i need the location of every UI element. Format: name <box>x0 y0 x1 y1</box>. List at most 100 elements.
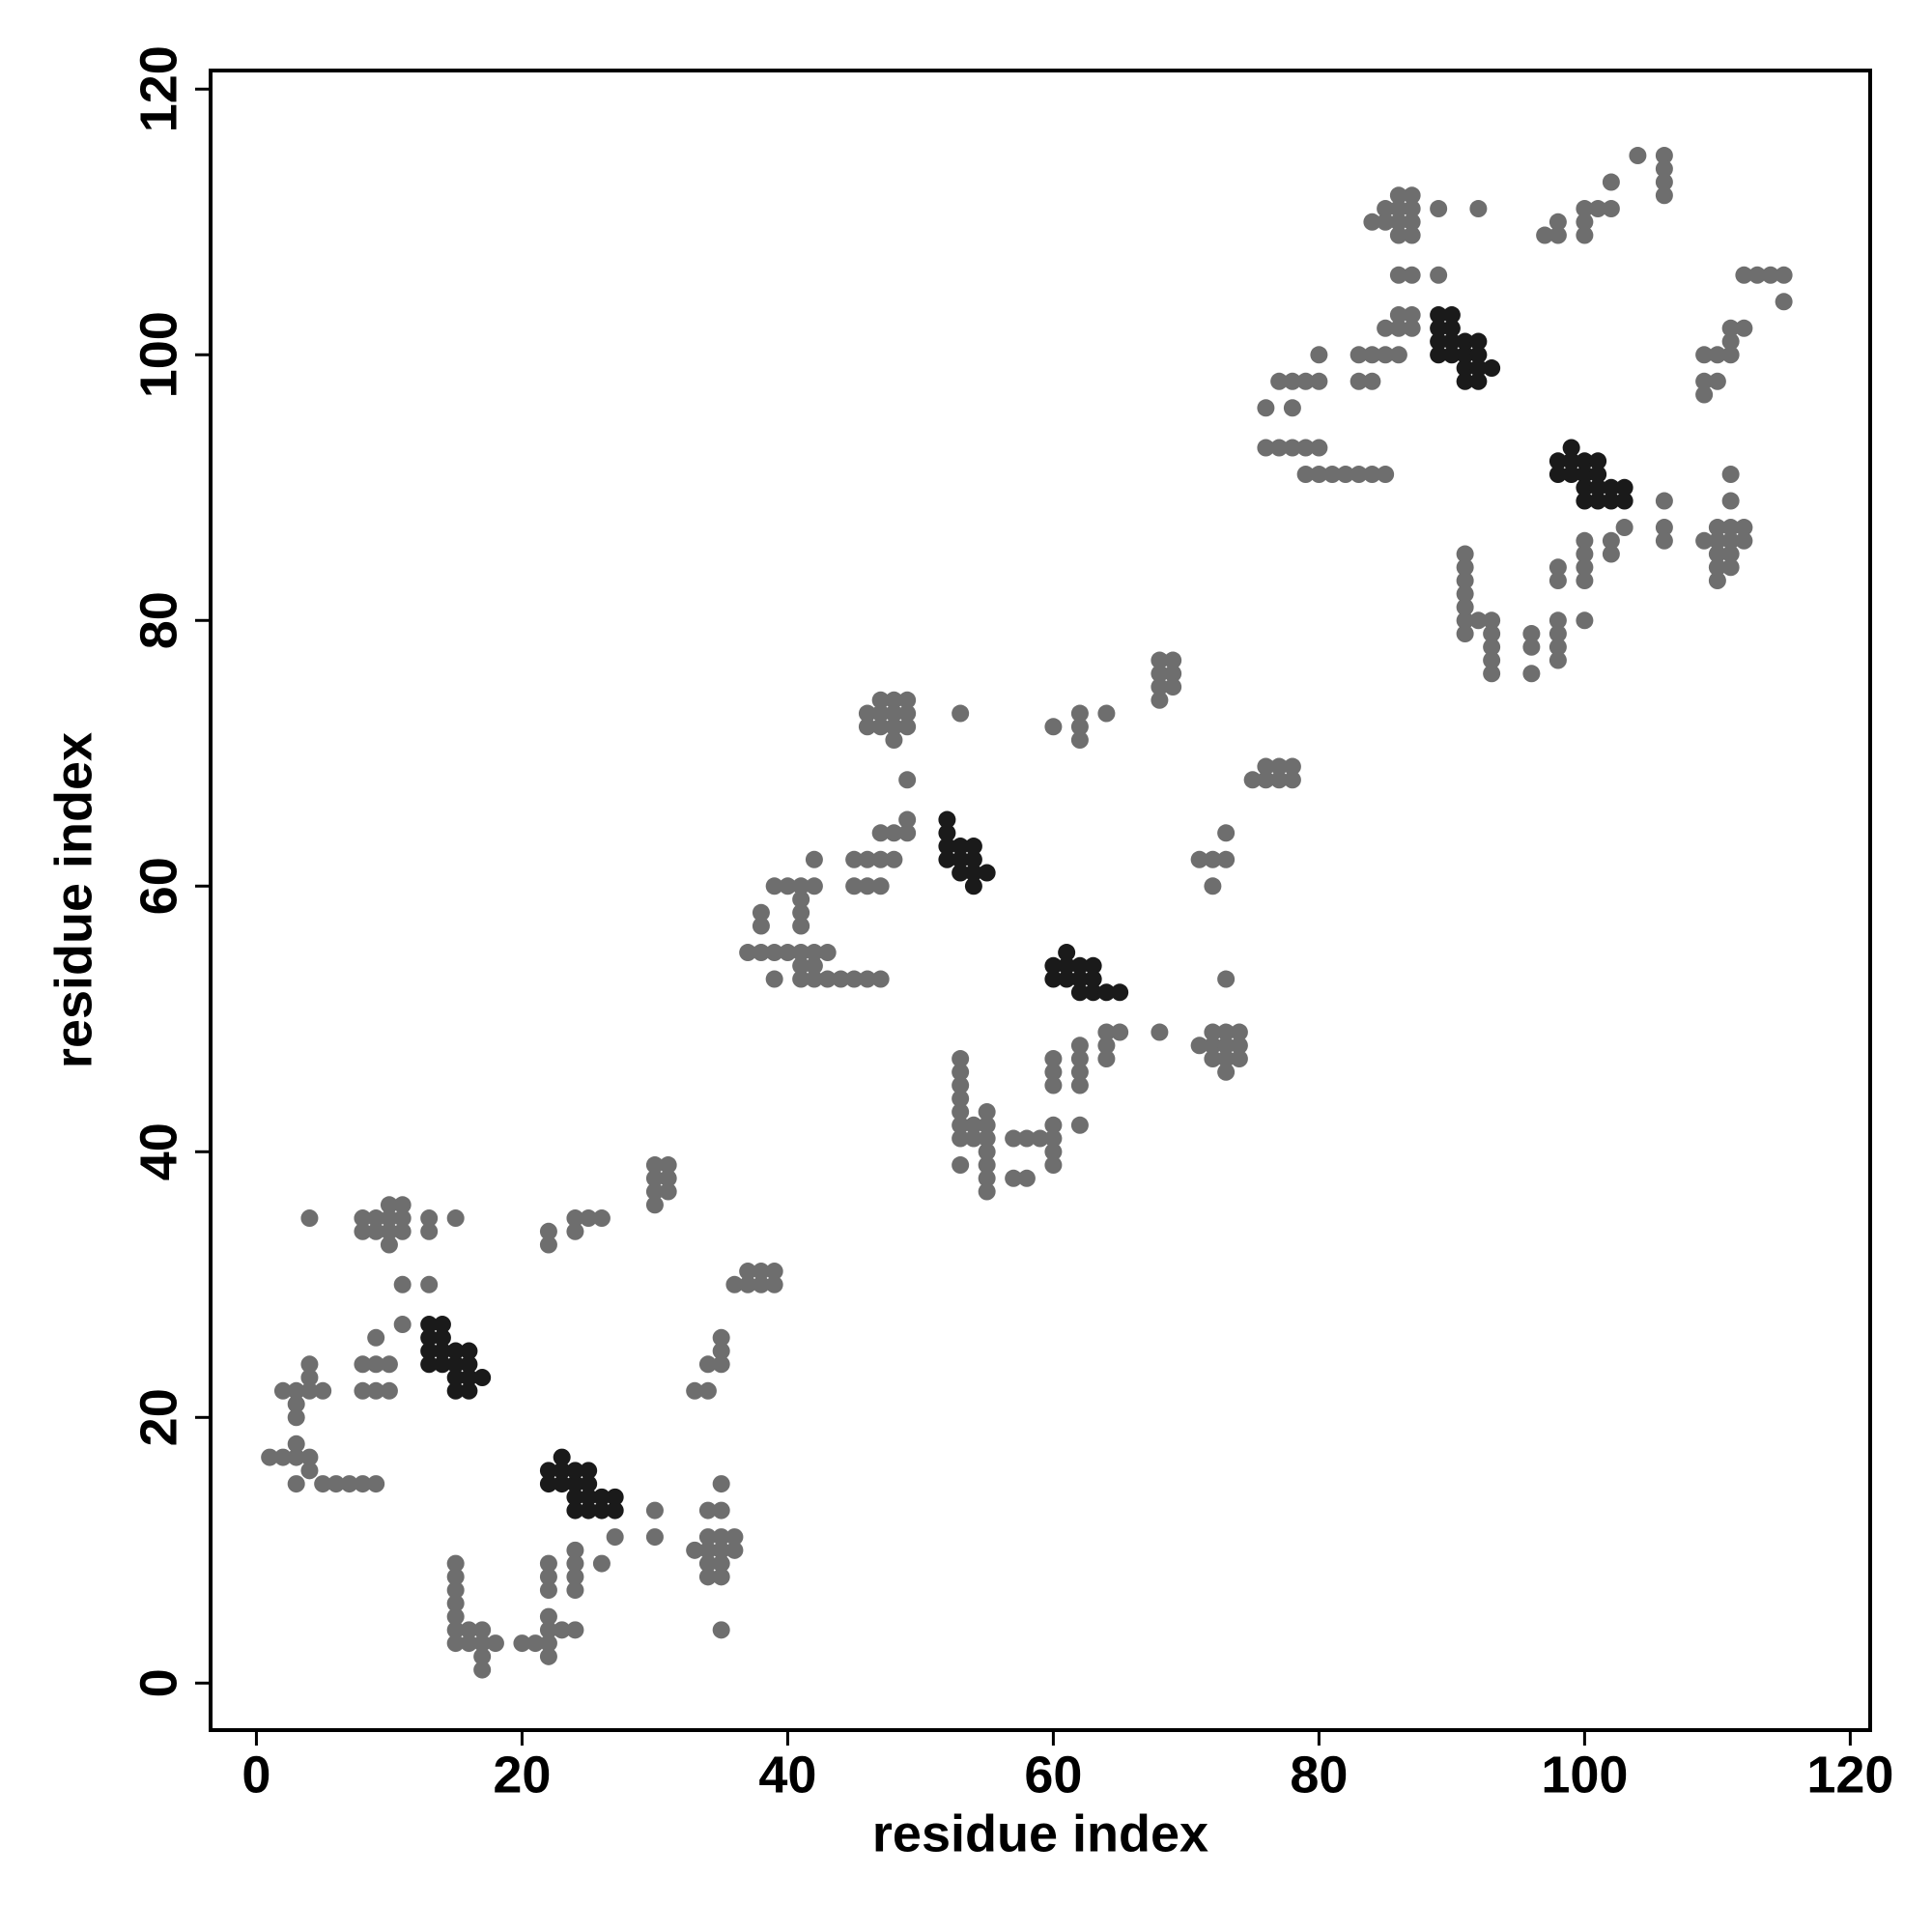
point <box>354 1381 372 1400</box>
point <box>1469 372 1488 390</box>
point <box>712 1355 730 1374</box>
point <box>340 1475 358 1493</box>
point <box>1044 1143 1063 1161</box>
point <box>752 1263 770 1281</box>
point <box>698 1528 717 1547</box>
y-tick-label: 120 <box>129 45 187 132</box>
point <box>1655 159 1673 178</box>
point <box>1296 439 1315 457</box>
point <box>539 1634 557 1653</box>
point <box>712 1621 730 1639</box>
point <box>1044 1063 1063 1081</box>
point <box>566 1501 584 1520</box>
point <box>287 1435 305 1453</box>
point <box>845 877 864 895</box>
point <box>592 1488 611 1506</box>
point <box>818 944 837 962</box>
point <box>1655 519 1673 537</box>
point <box>1377 200 1395 218</box>
point <box>606 1501 624 1520</box>
point <box>566 1475 584 1493</box>
point <box>1483 611 1501 630</box>
point <box>871 824 890 842</box>
point <box>978 1182 996 1201</box>
point <box>1111 983 1129 1002</box>
point <box>1044 956 1063 975</box>
point <box>1562 452 1580 470</box>
point <box>1548 466 1567 484</box>
point <box>566 1621 584 1639</box>
point <box>1748 266 1767 284</box>
point <box>553 1621 571 1639</box>
point <box>380 1196 398 1214</box>
point <box>1217 824 1236 842</box>
point <box>1257 771 1275 789</box>
point <box>752 917 770 935</box>
point <box>1403 213 1421 231</box>
point <box>1483 359 1501 378</box>
point <box>885 824 903 842</box>
point <box>1283 757 1301 776</box>
point <box>1070 1116 1089 1134</box>
x-tick-label: 20 <box>493 1746 551 1804</box>
point <box>765 877 783 895</box>
point <box>871 877 890 895</box>
point <box>952 1103 970 1122</box>
point <box>739 944 757 962</box>
point <box>805 970 823 988</box>
point <box>739 1275 757 1293</box>
point <box>460 1369 478 1387</box>
point <box>712 1541 730 1559</box>
point <box>805 956 823 975</box>
point <box>1548 572 1567 590</box>
point <box>380 1222 398 1240</box>
point <box>1070 704 1089 723</box>
point <box>1403 186 1421 205</box>
point <box>287 1381 305 1400</box>
point <box>380 1381 398 1400</box>
point <box>1589 452 1607 470</box>
point <box>1097 1037 1116 1055</box>
point <box>1430 332 1448 351</box>
point <box>978 1129 996 1148</box>
point <box>1456 372 1474 390</box>
point <box>1377 213 1395 231</box>
point <box>964 1116 982 1134</box>
point <box>765 944 783 962</box>
point <box>433 1355 451 1374</box>
point <box>1151 691 1169 709</box>
point <box>1602 531 1620 550</box>
point <box>446 1621 465 1639</box>
point <box>1469 200 1488 218</box>
point <box>273 1381 292 1400</box>
point <box>698 1541 717 1559</box>
point <box>1097 1050 1116 1068</box>
point <box>1708 558 1726 577</box>
point <box>1363 372 1381 390</box>
point <box>1469 332 1488 351</box>
point <box>1548 213 1567 231</box>
point <box>1044 970 1063 988</box>
point <box>1456 611 1474 630</box>
point <box>1164 651 1182 669</box>
point <box>752 944 770 962</box>
point <box>446 1581 465 1600</box>
point <box>1031 1129 1049 1148</box>
point <box>367 1328 385 1347</box>
point <box>1576 492 1594 510</box>
point <box>1257 399 1275 417</box>
point <box>367 1475 385 1493</box>
point <box>1483 651 1501 669</box>
point <box>1522 638 1541 656</box>
point <box>805 877 823 895</box>
point <box>1483 638 1501 656</box>
point <box>1017 1169 1036 1187</box>
point <box>1721 545 1740 563</box>
point <box>1389 306 1407 325</box>
point <box>645 1528 664 1547</box>
point <box>367 1355 385 1374</box>
plot-frame <box>209 69 1872 1732</box>
point <box>1548 638 1567 656</box>
x-tick-label: 60 <box>1024 1746 1082 1804</box>
